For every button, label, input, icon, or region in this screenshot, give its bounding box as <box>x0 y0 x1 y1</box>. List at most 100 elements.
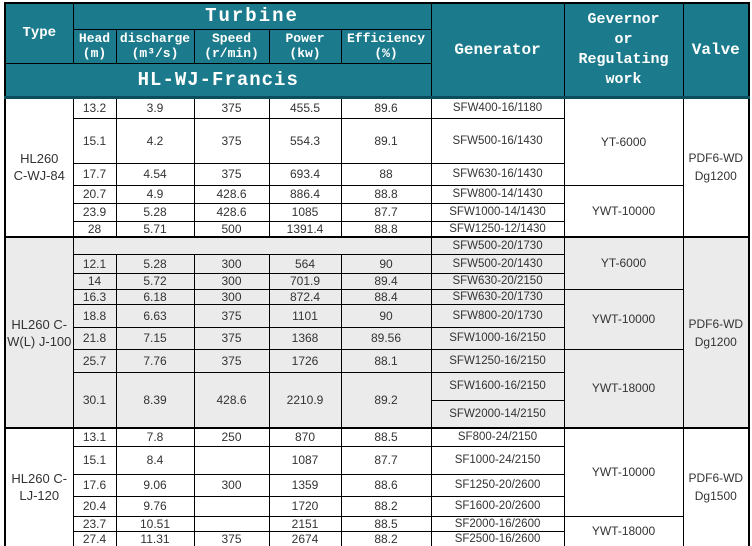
cell-discharge: 6.18 <box>115 288 195 305</box>
cell-efficiency: 89.1 <box>340 117 432 164</box>
cell-efficiency: 88.8 <box>340 184 432 204</box>
cell-power: 1087 <box>268 445 342 475</box>
turbine-spec-table: Type Turbine Generator Gevernor or Regul… <box>4 2 751 546</box>
cell-speed: 375 <box>193 303 270 328</box>
valve-line: PDF6-WD <box>688 316 744 331</box>
cell-discharge: 9.76 <box>115 495 195 517</box>
cell-power: 1101 <box>268 303 342 328</box>
cell-head: 21.8 <box>72 326 117 350</box>
cell-generator: SFW500-20/1730 <box>430 236 565 255</box>
cell-speed: 375 <box>193 530 270 546</box>
cell-head: 17.7 <box>72 162 117 186</box>
cell-speed: 250 <box>193 427 270 447</box>
cell-head: 20.4 <box>72 495 117 517</box>
speed-label: Speed <box>211 31 251 46</box>
cell-power: 1720 <box>268 495 342 517</box>
cell-efficiency: 88.1 <box>340 348 432 373</box>
series-header: HL-WJ-Francis <box>4 62 432 98</box>
cell-power: 1359 <box>268 473 342 497</box>
cell-efficiency: 87.7 <box>340 202 432 222</box>
cell-speed: 375 <box>193 348 270 373</box>
type-line: W(L) J-100 <box>7 333 72 349</box>
head-label: Head <box>78 31 111 46</box>
efficiency-unit: (%) <box>374 46 398 61</box>
cell-discharge: 8.4 <box>115 445 195 475</box>
col-header-discharge: discharge (m³/s) <box>115 28 195 64</box>
cell-head: 25.7 <box>72 348 117 373</box>
cell-speed: 300 <box>193 272 270 290</box>
cell-power: 1726 <box>268 348 342 373</box>
cell-power: 870 <box>268 427 342 447</box>
cell-power: 564 <box>268 253 342 274</box>
cell-head: 30.1 <box>72 371 117 429</box>
valve-line: Dg1200 <box>694 169 737 184</box>
cell-power: 1391.4 <box>268 220 342 238</box>
cell-generator: SFW630-20/1730 <box>430 288 565 305</box>
cell-type: HL260 C- W(L) J-100 <box>4 236 74 429</box>
cell-power: 872.4 <box>268 288 342 305</box>
cell-discharge: 5.28 <box>115 202 195 222</box>
discharge-unit: (m³/s) <box>131 46 179 61</box>
cell-generator: SFW2000-14/2150 <box>430 399 565 429</box>
cell-efficiency: 88.6 <box>340 473 432 497</box>
table-row: 17.6 9.06 300 1359 88.6 SF1250-20/2600 <box>5 473 749 497</box>
cell-governor: YWT-10000 <box>563 288 684 350</box>
cell-head: 14 <box>72 272 117 290</box>
cell-efficiency: 88.4 <box>340 288 432 305</box>
cell-power: 701.9 <box>268 272 342 290</box>
cell-generator: SF800-24/2150 <box>430 427 565 447</box>
cell-generator: SFW500-16/1430 <box>430 117 565 164</box>
cell-power: 1368 <box>268 326 342 350</box>
speed-unit: (r/min) <box>204 46 259 61</box>
cell-generator: SFW500-20/1430 <box>430 253 565 274</box>
cell-governor: YWT-18000 <box>563 515 684 546</box>
col-header-generator: Generator <box>430 2 565 98</box>
valve-line: Dg1200 <box>694 334 737 349</box>
valve-line: PDF6-WD <box>688 471 744 486</box>
type-line: HL260 <box>20 151 59 167</box>
cell-efficiency: 89.4 <box>340 272 432 290</box>
type-line: HL260 C- <box>11 316 68 332</box>
cell-discharge: 7.8 <box>115 427 195 447</box>
cell-discharge: 5.71 <box>115 220 195 238</box>
cell-governor: YWT-10000 <box>563 427 684 517</box>
cell-head: 16.3 <box>72 288 117 305</box>
table-header: Type Turbine Generator Gevernor or Regul… <box>4 2 750 98</box>
cell-discharge: 5.72 <box>115 272 195 290</box>
table-row: 25.7 7.76 375 1726 88.1 SFW1250-16/2150 YWT-18… <box>5 348 749 429</box>
col-header-efficiency: Efficiency (%) <box>340 28 432 64</box>
cell-discharge: 11.31 <box>115 530 195 546</box>
valve-line: PDF6-WD <box>688 151 744 166</box>
cell-speed: 375 <box>193 326 270 350</box>
type-line: HL260 C- <box>11 471 68 487</box>
cell-generator: SF2500-16/2600 <box>430 530 565 546</box>
cell-head: 15.1 <box>72 117 117 164</box>
table-row: 12.1 5.28 300 564 90 SFW500-20/1430 <box>5 253 749 274</box>
cell-speed: 375 <box>193 96 270 119</box>
governor-header-text: Gevernor or Regulating work <box>578 10 669 88</box>
cell-head: 18.8 <box>72 303 117 328</box>
cell-speed <box>193 515 270 532</box>
table-row: 28 5.71 500 1391.4 88.8 SFW1250-12/1430 <box>5 220 749 238</box>
cell-head: 17.6 <box>72 473 117 497</box>
cell-discharge: 4.9 <box>115 184 195 204</box>
cell-generator: SFW1250-16/2150 <box>430 348 565 373</box>
col-header-speed: Speed (r/min) <box>193 28 270 64</box>
table-row: 30.1 8.39 428.6 2210.9 89.2 SFW1600-16/2150 <box>5 371 749 429</box>
cell-discharge: 8.39 <box>115 371 195 429</box>
cell-type: HL260 C-WJ-84 <box>4 96 74 238</box>
cell-efficiency: 88.8 <box>340 220 432 238</box>
cell-discharge: 10.51 <box>115 515 195 532</box>
cell-valve: PDF6-WD Dg1200 <box>682 236 750 429</box>
cell-efficiency: 89.6 <box>340 96 432 119</box>
table-row: 27.4 11.31 375 2674 88.2 SF2500-16/2600 <box>5 530 749 546</box>
cell-speed: 428.6 <box>193 371 270 429</box>
cell-power: 2151 <box>268 515 342 532</box>
cell-governor: YT-6000 <box>563 96 684 186</box>
col-header-governor: Gevernor or Regulating work <box>563 2 684 98</box>
cell-speed: 300 <box>193 473 270 497</box>
cell-efficiency: 88.2 <box>340 530 432 546</box>
cell-speed: 300 <box>193 253 270 274</box>
cell-generator: SF1250-20/2600 <box>430 473 565 497</box>
table-row: 23.7 10.51 2151 88.5 SF2000-16/2600 YWT-18000 <box>5 515 749 546</box>
